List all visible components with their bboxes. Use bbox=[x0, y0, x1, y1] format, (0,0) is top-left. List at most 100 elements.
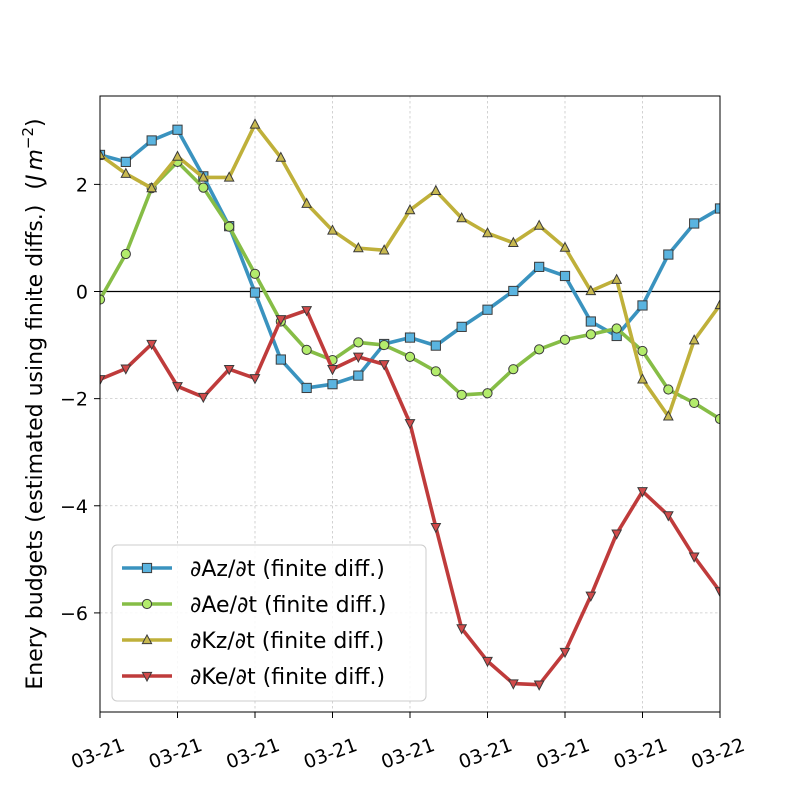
data-point bbox=[301, 382, 312, 394]
data-point bbox=[559, 334, 571, 345]
series-3 bbox=[100, 118, 720, 421]
data-point bbox=[689, 397, 700, 409]
data-point bbox=[404, 419, 416, 430]
data-point bbox=[508, 285, 519, 297]
data-point bbox=[404, 351, 416, 362]
data-point bbox=[301, 344, 312, 355]
y-axis-unit-exponent: −2 bbox=[19, 127, 37, 149]
y-axis: −6 −4 −2 0 2 bbox=[60, 174, 100, 625]
data-point bbox=[301, 197, 313, 208]
data-point bbox=[404, 203, 416, 215]
data-point bbox=[611, 323, 622, 334]
data-point bbox=[223, 365, 235, 376]
data-point bbox=[120, 364, 132, 375]
data-point bbox=[100, 148, 106, 160]
data-point bbox=[249, 374, 261, 385]
data-point bbox=[172, 150, 183, 161]
legend-label: ∂Ae/∂t (finite diff.) bbox=[190, 593, 386, 618]
data-point bbox=[379, 339, 390, 351]
y-tick-label: −4 bbox=[60, 496, 88, 518]
legend-item-4: ∂Ke/∂t (finite diff.) bbox=[122, 665, 385, 690]
legend-marker bbox=[141, 562, 153, 574]
data-point bbox=[689, 218, 700, 229]
data-point bbox=[637, 345, 648, 357]
data-point bbox=[559, 270, 571, 282]
data-point bbox=[146, 181, 158, 193]
legend-label: ∂Ke/∂t (finite diff.) bbox=[190, 665, 385, 690]
legend-marker bbox=[141, 633, 153, 645]
data-point bbox=[172, 124, 183, 135]
data-point bbox=[353, 337, 364, 348]
data-point bbox=[100, 375, 106, 386]
data-point bbox=[352, 241, 364, 253]
y-axis-title: Enery budgets (estimated using finite di… bbox=[19, 118, 48, 689]
data-point bbox=[120, 156, 131, 167]
data-point bbox=[611, 273, 623, 284]
data-point bbox=[637, 487, 648, 498]
data-point bbox=[559, 241, 571, 252]
data-point bbox=[637, 300, 648, 311]
data-point bbox=[378, 244, 390, 255]
data-point bbox=[482, 226, 493, 238]
data-point bbox=[404, 332, 416, 343]
data-point bbox=[482, 304, 493, 315]
data-point bbox=[378, 360, 390, 371]
data-point bbox=[507, 236, 519, 247]
data-point bbox=[430, 184, 442, 195]
data-point bbox=[662, 410, 674, 421]
data-point bbox=[430, 523, 442, 534]
y-tick-label: 2 bbox=[76, 174, 88, 196]
y-axis-unit-close: ) bbox=[23, 118, 48, 127]
data-point bbox=[456, 624, 468, 635]
data-point bbox=[352, 352, 364, 363]
data-point bbox=[637, 373, 648, 384]
data-point bbox=[508, 364, 519, 375]
legend-item-2: ∂Ae/∂t (finite diff.) bbox=[122, 593, 386, 618]
data-point bbox=[249, 287, 261, 298]
data-point bbox=[688, 334, 700, 345]
data-point bbox=[714, 413, 720, 425]
data-point bbox=[120, 167, 132, 178]
data-point bbox=[714, 587, 720, 598]
legend-label: ∂Kz/∂t (finite diff.) bbox=[190, 629, 384, 654]
data-point bbox=[533, 219, 545, 230]
data-point bbox=[533, 680, 545, 691]
y-axis-unit-m: m bbox=[23, 149, 48, 170]
y-axis-unit-j: J bbox=[23, 175, 48, 186]
data-point bbox=[275, 354, 286, 365]
data-point bbox=[714, 203, 720, 214]
legend-marker bbox=[141, 671, 153, 683]
data-point bbox=[663, 384, 674, 395]
data-point bbox=[353, 370, 364, 381]
data-point bbox=[611, 529, 623, 540]
data-point bbox=[249, 118, 261, 129]
data-point bbox=[301, 306, 313, 317]
legend-marker bbox=[141, 598, 153, 610]
legend-item-3: ∂Kz/∂t (finite diff.) bbox=[122, 629, 384, 654]
y-tick-label: 0 bbox=[76, 282, 88, 304]
data-point bbox=[559, 647, 571, 659]
series-4 bbox=[100, 306, 720, 691]
data-point bbox=[275, 315, 287, 326]
y-axis-unit-open: ( bbox=[23, 181, 48, 190]
data-point bbox=[688, 552, 700, 563]
data-point bbox=[224, 221, 235, 232]
data-point bbox=[430, 366, 441, 377]
data-point bbox=[327, 224, 338, 235]
y-axis-title-main: Enery budgets (estimated using finite di… bbox=[23, 205, 48, 690]
data-point bbox=[327, 379, 338, 390]
legend-item-1: ∂Az/∂t (finite diff.) bbox=[122, 557, 385, 582]
data-point bbox=[585, 329, 596, 340]
data-point bbox=[120, 248, 131, 260]
data-point bbox=[663, 249, 674, 260]
data-point bbox=[198, 182, 209, 193]
data-point bbox=[275, 151, 287, 162]
data-point bbox=[456, 211, 468, 223]
data-point bbox=[146, 339, 158, 351]
data-point bbox=[327, 365, 338, 376]
data-point bbox=[249, 268, 261, 279]
data-point bbox=[456, 389, 467, 400]
data-point bbox=[714, 298, 720, 310]
